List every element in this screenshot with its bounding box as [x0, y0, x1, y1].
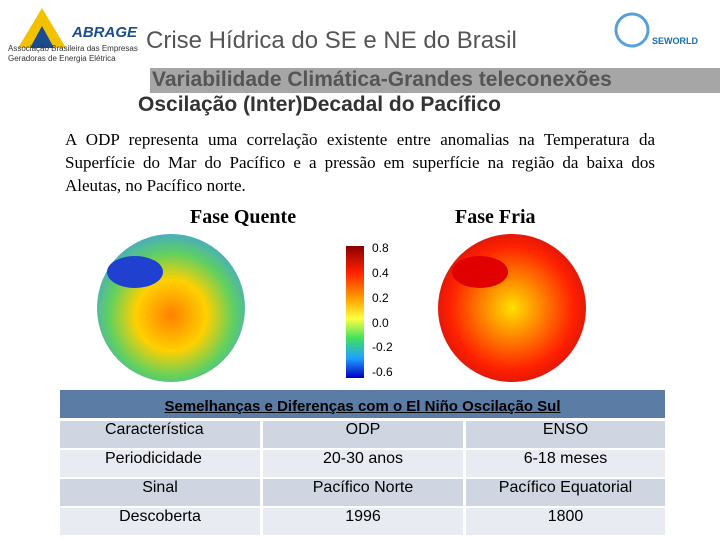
- logo-caption: Associação Brasileira das Empresas Gerad…: [8, 44, 138, 63]
- title: Crise Hídrica do SE e NE do Brasil: [146, 27, 517, 54]
- colorbar-label: 0.8: [372, 241, 389, 255]
- table-header: [60, 390, 665, 418]
- subtitle: Oscilação (Inter)Decadal do Pacífico: [138, 93, 501, 116]
- section-bar: [150, 68, 720, 93]
- section-title: Variabilidade Climática-Grandes telecone…: [152, 68, 612, 91]
- globe-cold: [438, 234, 586, 382]
- table-cell: Descoberta: [119, 508, 201, 525]
- colorbar-label: -0.2: [372, 340, 393, 354]
- logo-name: ABRAGE: [72, 24, 138, 41]
- colorbar-label: 0.2: [372, 291, 389, 305]
- table-cell: 1996: [345, 508, 381, 525]
- table-cell: Pacífico Norte: [312, 479, 414, 496]
- table-cell: ODP: [345, 421, 381, 438]
- row-bg: [60, 421, 665, 506]
- table-cell: Pacífico Equatorial: [498, 479, 633, 496]
- partner-logo: SEWORLD: [652, 36, 698, 46]
- figure-label: Fase Fria: [455, 206, 536, 228]
- table-cell: Periodicidade: [105, 450, 202, 467]
- paragraph: A ODP representa uma correlação existent…: [65, 130, 655, 195]
- colorbar: [346, 246, 364, 378]
- table-caption: Semelhanças e Diferenças com o El Niño O…: [164, 398, 561, 415]
- figure-label: Fase Quente: [190, 206, 297, 228]
- table-cell: 1800: [547, 508, 584, 525]
- table-cell: Característica: [105, 421, 204, 438]
- table-cell: Sinal: [142, 479, 178, 496]
- globe-warm: [97, 234, 245, 382]
- colorbar-label: 0.0: [372, 316, 389, 330]
- colorbar-label: -0.6: [372, 365, 393, 379]
- row-bg: [60, 450, 665, 535]
- table-cell: 20-30 anos: [322, 450, 404, 467]
- table-cell: 6-18 meses: [523, 450, 608, 467]
- globe-warm-anomaly: [107, 256, 163, 288]
- partner-icon: [614, 12, 650, 48]
- logo-icon: [30, 26, 54, 48]
- globe-cold-anomaly: [452, 256, 508, 288]
- table-cell: ENSO: [542, 421, 589, 438]
- colorbar-label: 0.4: [372, 266, 389, 280]
